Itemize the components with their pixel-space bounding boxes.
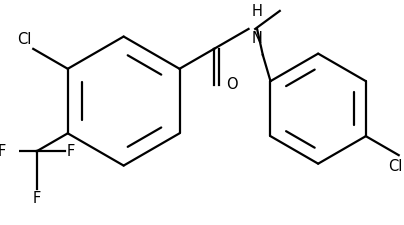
Text: Cl: Cl — [17, 32, 32, 47]
Text: F: F — [32, 191, 41, 206]
Text: F: F — [0, 144, 6, 159]
Text: H: H — [251, 4, 262, 19]
Text: F: F — [67, 144, 75, 159]
Text: Cl: Cl — [388, 159, 402, 174]
Text: O: O — [226, 77, 238, 92]
Text: N: N — [251, 31, 262, 46]
